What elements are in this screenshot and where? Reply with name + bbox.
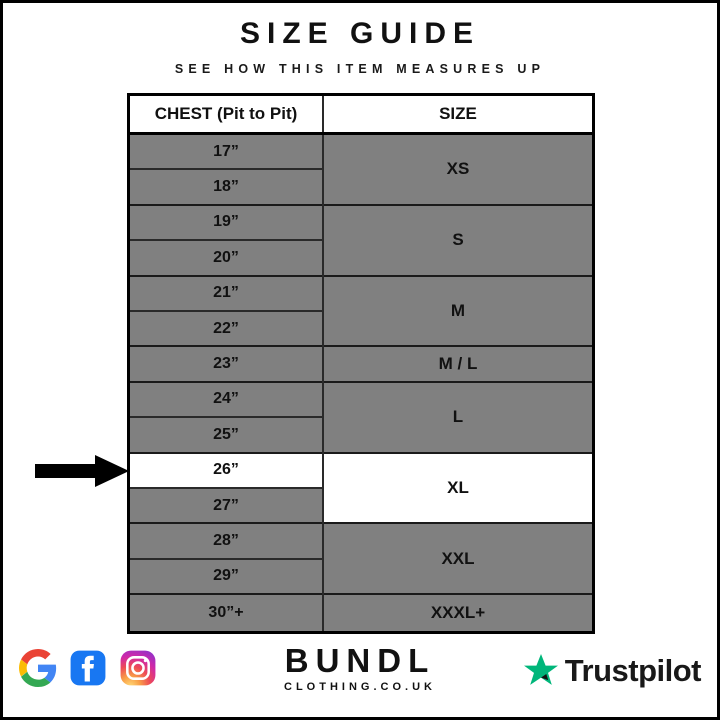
brand-name: BUNDL [284, 642, 436, 679]
table-body: 17” 18” 19” 20” 21” 22” 23” 24” 25” 26” 27” 28” 29” 3… [130, 135, 592, 631]
trustpilot-wordmark: Trustpilot [564, 653, 702, 688]
facebook-icon[interactable] [69, 649, 107, 687]
size-cell: XL [324, 453, 592, 525]
page-title: SIZE GUIDE [239, 17, 481, 50]
size-cell: L [324, 382, 592, 454]
table-header-row: CHEST (Pit to Pit) SIZE [130, 96, 592, 135]
arrow-right-icon [35, 455, 129, 487]
size-column: XS S M M / L L XL XXL XXXL+ [324, 135, 592, 631]
size-indicator-arrow [35, 455, 129, 487]
size-cell: M / L [324, 347, 592, 383]
size-cell: XS [324, 135, 592, 206]
brand-logo: BUNDL CLOTHING.CO.UK [284, 643, 436, 694]
size-table: CHEST (Pit to Pit) SIZE 17” 18” 19” 20” 21” 2… [127, 93, 595, 634]
size-cell: XXXL+ [324, 595, 592, 631]
chest-cell: 17” [130, 135, 322, 171]
chest-cell: 24” [130, 382, 322, 419]
header: SIZE GUIDE SEE HOW THIS ITEM MEASURES UP [3, 17, 717, 77]
google-icon[interactable] [19, 649, 57, 687]
chest-cell: 27” [130, 488, 322, 525]
chest-cell: 19” [130, 205, 322, 242]
size-cell: M [324, 276, 592, 348]
chest-cell: 28” [130, 524, 322, 560]
page-subtitle: SEE HOW THIS ITEM MEASURES UP [174, 62, 546, 76]
chest-cell: 21” [130, 276, 322, 312]
chest-column: 17” 18” 19” 20” 21” 22” 23” 24” 25” 26” 27” 28” 29” 3… [130, 135, 324, 631]
instagram-icon[interactable] [119, 649, 157, 687]
social-links [19, 649, 157, 687]
chest-cell: 18” [130, 170, 322, 206]
trustpilot-logo[interactable]: Trustpilot [521, 651, 702, 691]
column-header-chest: CHEST (Pit to Pit) [130, 96, 324, 132]
chest-cell: 30”+ [130, 595, 322, 631]
footer: BUNDL CLOTHING.CO.UK Trustpilot [3, 637, 717, 709]
chest-cell: 29” [130, 559, 322, 596]
column-header-size: SIZE [324, 96, 592, 132]
chest-cell: 22” [130, 311, 322, 348]
chest-cell: 26” [130, 453, 322, 489]
size-cell: XXL [324, 524, 592, 596]
chest-cell: 23” [130, 347, 322, 383]
chest-cell: 20” [130, 241, 322, 277]
size-cell: S [324, 205, 592, 277]
chest-cell: 25” [130, 418, 322, 454]
brand-domain: CLOTHING.CO.UK [284, 681, 436, 693]
trustpilot-star-icon [523, 654, 558, 685]
